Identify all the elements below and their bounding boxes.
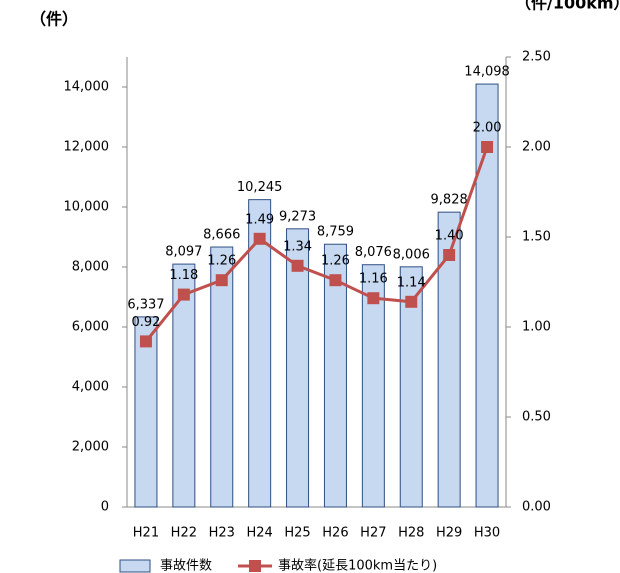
- line-marker: [177, 288, 190, 301]
- line-marker: [253, 232, 266, 245]
- bar: [475, 83, 499, 508]
- x-tick-label: H28: [398, 526, 424, 541]
- bar-value-label: 8,076: [355, 245, 392, 260]
- y2-tick-label: 1.50: [522, 230, 551, 245]
- line-marker: [329, 274, 342, 287]
- line-marker: [367, 292, 380, 305]
- line-value-label: 1.34: [283, 239, 312, 254]
- line-value-label: 1.49: [245, 212, 274, 227]
- line-value-label: 0.92: [131, 315, 160, 330]
- bar-value-label: 8,097: [165, 245, 202, 260]
- line-marker: [291, 259, 304, 272]
- legend-swatch: [119, 559, 151, 573]
- bar-value-label: 8,759: [317, 225, 354, 240]
- bar-value-label: 6,337: [127, 297, 164, 312]
- y2-tick-label: 2.50: [522, 50, 551, 65]
- bar-value-label: 9,828: [431, 193, 468, 208]
- bar-value-label: 9,273: [279, 209, 316, 224]
- y-tick-label: 0: [101, 500, 109, 515]
- x-tick-label: H21: [133, 526, 159, 541]
- x-tick-label: H27: [360, 526, 386, 541]
- line-value-label: 1.26: [321, 254, 350, 269]
- bar: [361, 264, 385, 508]
- x-tick-label: H24: [246, 526, 272, 541]
- bar: [134, 316, 158, 508]
- legend-marker: [249, 560, 262, 572]
- bar: [323, 243, 347, 508]
- x-tick-label: H26: [322, 526, 348, 541]
- x-tick-label: H22: [171, 526, 197, 541]
- y-axis-label: （件）: [30, 10, 78, 29]
- line-value-label: 1.40: [435, 229, 464, 244]
- y2-tick-label: 1.00: [522, 320, 551, 335]
- x-tick-label: H30: [474, 526, 500, 541]
- y-tick-label: 8,000: [72, 260, 109, 275]
- x-tick-label: H23: [209, 526, 235, 541]
- legend-label: 事故件数: [160, 559, 212, 573]
- line-value-label: 1.16: [359, 272, 388, 287]
- bar-value-label: 8,006: [393, 247, 430, 262]
- y2-tick-label: 0.00: [522, 500, 551, 515]
- line-marker: [443, 249, 456, 261]
- bar: [286, 228, 310, 508]
- y2-tick-label: 2.00: [522, 140, 551, 155]
- x-tick-label: H29: [436, 526, 462, 541]
- line-value-label: 2.00: [473, 121, 502, 136]
- bar: [172, 263, 196, 508]
- y-tick-label: 10,000: [64, 200, 110, 215]
- line-marker: [481, 141, 494, 153]
- line: [144, 146, 489, 343]
- line-marker: [139, 335, 152, 348]
- y2-tick-label: 0.50: [522, 410, 551, 425]
- y-tick-label: 12,000: [64, 140, 110, 155]
- x-tick-label: H25: [284, 526, 310, 541]
- bar: [210, 246, 234, 508]
- y2-axis-label: （件/100km）: [515, 0, 620, 13]
- legend-label: 事故率(延長100km当たり): [278, 558, 437, 573]
- bar-value-label: 10,245: [237, 180, 283, 195]
- bar: [437, 211, 461, 508]
- bar: [248, 199, 272, 508]
- line-value-label: 1.18: [169, 268, 198, 283]
- y-tick-label: 6,000: [72, 320, 109, 335]
- y-tick-label: 2,000: [72, 440, 109, 455]
- bar-value-label: 8,666: [203, 228, 240, 243]
- bar: [399, 266, 423, 508]
- bar-value-label: 14,098: [464, 65, 510, 80]
- line-value-label: 1.14: [397, 275, 426, 290]
- y-tick-label: 4,000: [72, 380, 109, 395]
- y-tick-label: 14,000: [64, 80, 110, 95]
- line-marker: [405, 295, 418, 308]
- line-marker: [215, 274, 228, 287]
- line-value-label: 1.26: [207, 254, 236, 269]
